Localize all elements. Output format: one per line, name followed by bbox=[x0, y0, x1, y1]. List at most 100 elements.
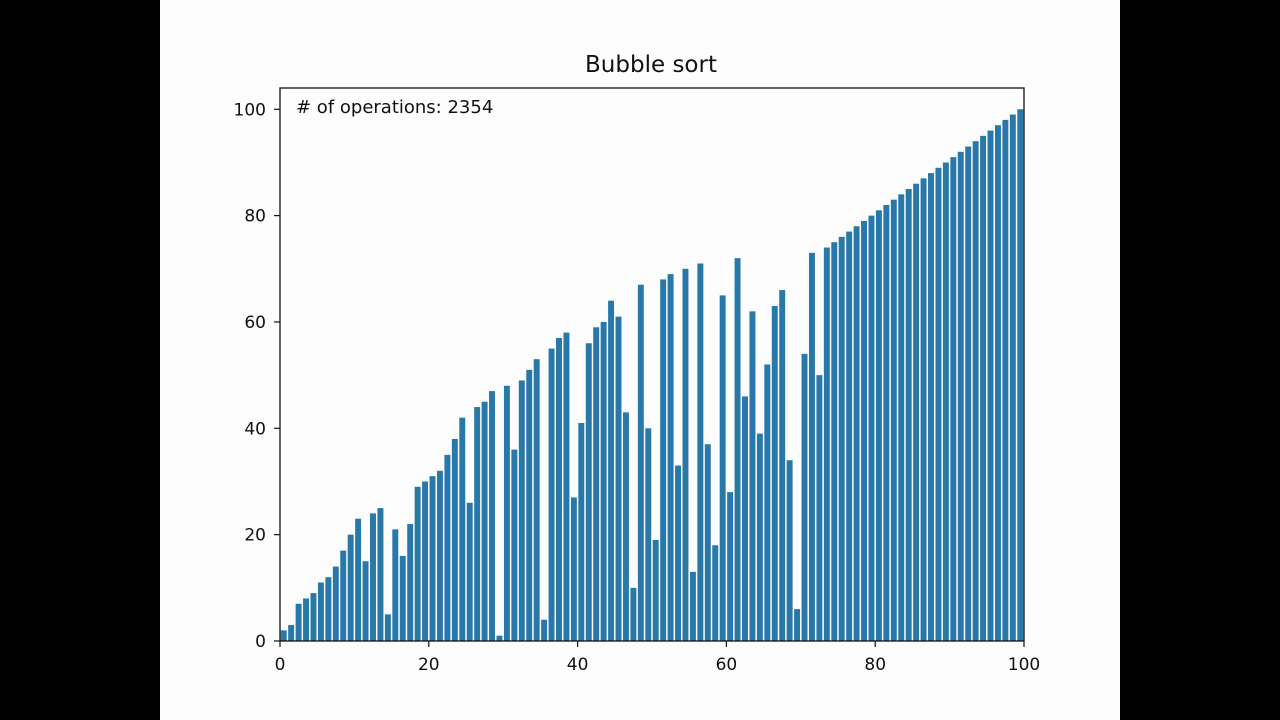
y-tick-label: 80 bbox=[244, 207, 266, 227]
bars-group bbox=[280, 109, 1024, 642]
bar bbox=[808, 252, 815, 641]
bar bbox=[556, 337, 562, 641]
bar bbox=[950, 157, 957, 642]
bar bbox=[823, 247, 830, 641]
bar bbox=[578, 422, 585, 641]
bar bbox=[875, 210, 882, 642]
bar bbox=[853, 226, 860, 641]
bar bbox=[399, 555, 406, 641]
x-tick-label: 60 bbox=[716, 655, 738, 675]
bar bbox=[846, 231, 853, 641]
x-tick-label: 40 bbox=[567, 655, 589, 675]
bar bbox=[608, 300, 615, 641]
bar bbox=[734, 258, 741, 641]
bar bbox=[511, 449, 518, 641]
bar bbox=[392, 529, 399, 641]
bar bbox=[481, 401, 488, 641]
bar bbox=[466, 502, 473, 641]
bar bbox=[355, 518, 362, 641]
bar bbox=[816, 375, 823, 641]
y-tick-label: 40 bbox=[244, 419, 266, 439]
bar bbox=[980, 135, 987, 642]
bar bbox=[370, 513, 376, 641]
bar bbox=[436, 470, 443, 641]
bar bbox=[898, 194, 905, 641]
bar bbox=[1017, 109, 1024, 641]
bar bbox=[756, 433, 763, 642]
bar bbox=[451, 438, 458, 641]
bar bbox=[407, 524, 414, 641]
y-tick-label: 60 bbox=[244, 313, 266, 333]
axes-frame bbox=[279, 87, 1025, 642]
bar bbox=[957, 151, 964, 641]
bar bbox=[489, 391, 496, 641]
video-frame: Bubble sort 0 20 40 60 80 100 0 20 40 60 80 100 # … bbox=[160, 0, 1120, 720]
bar bbox=[727, 492, 734, 641]
bar bbox=[548, 348, 555, 641]
bar bbox=[362, 561, 369, 641]
bar bbox=[771, 306, 778, 641]
bar bbox=[637, 284, 644, 641]
bar bbox=[429, 476, 436, 641]
bar bbox=[861, 220, 868, 641]
bar bbox=[749, 311, 756, 641]
y-tick-label: 0 bbox=[255, 632, 266, 652]
x-axis: 0 20 40 60 80 100 bbox=[275, 641, 1040, 675]
bar bbox=[1002, 119, 1009, 641]
bar bbox=[928, 173, 934, 641]
bar bbox=[667, 274, 674, 641]
bar bbox=[920, 178, 927, 641]
bar bbox=[563, 332, 570, 641]
bar bbox=[325, 577, 332, 641]
bar bbox=[883, 204, 890, 642]
chart-title: Bubble sort bbox=[585, 52, 717, 78]
bar bbox=[303, 598, 310, 641]
bar bbox=[340, 550, 347, 641]
bar bbox=[280, 630, 287, 641]
operations-counter: # of operations: 2354 bbox=[296, 97, 493, 118]
bar bbox=[704, 444, 711, 641]
x-tick-label: 80 bbox=[864, 655, 886, 675]
bar bbox=[384, 614, 391, 641]
bar bbox=[518, 380, 525, 641]
bar bbox=[474, 407, 481, 641]
bar bbox=[533, 359, 540, 641]
bar bbox=[794, 609, 801, 641]
bar bbox=[317, 582, 324, 641]
bar bbox=[838, 236, 845, 641]
bar bbox=[585, 343, 592, 641]
bar-chart: Bubble sort 0 20 40 60 80 100 0 20 40 60 80 100 # … bbox=[234, 52, 1041, 675]
bar bbox=[459, 417, 466, 641]
x-tick-label: 100 bbox=[1008, 655, 1040, 675]
bar bbox=[347, 534, 354, 641]
bar bbox=[994, 125, 1001, 642]
bar bbox=[965, 146, 972, 642]
bar bbox=[652, 539, 659, 641]
bar bbox=[660, 279, 667, 641]
bar bbox=[987, 130, 994, 642]
bar bbox=[645, 428, 652, 641]
bar bbox=[742, 396, 748, 641]
bar bbox=[697, 263, 704, 641]
bar bbox=[801, 353, 808, 641]
bar bbox=[593, 327, 600, 641]
bar bbox=[503, 385, 510, 641]
bar bbox=[779, 290, 786, 641]
bar bbox=[689, 571, 696, 642]
bar bbox=[682, 268, 689, 641]
bar bbox=[444, 454, 451, 641]
y-tick-label: 100 bbox=[234, 100, 266, 120]
bar bbox=[935, 167, 942, 641]
bar bbox=[786, 460, 793, 641]
bar bbox=[526, 369, 533, 641]
bar bbox=[913, 183, 920, 641]
bar bbox=[570, 497, 577, 641]
bar bbox=[868, 215, 875, 641]
bar bbox=[496, 635, 503, 641]
bar bbox=[377, 508, 384, 641]
bar bbox=[422, 481, 429, 641]
bar bbox=[1009, 114, 1016, 642]
bar bbox=[600, 321, 607, 641]
y-axis: 0 20 40 60 80 100 bbox=[234, 100, 280, 652]
x-tick-label: 20 bbox=[418, 655, 440, 675]
